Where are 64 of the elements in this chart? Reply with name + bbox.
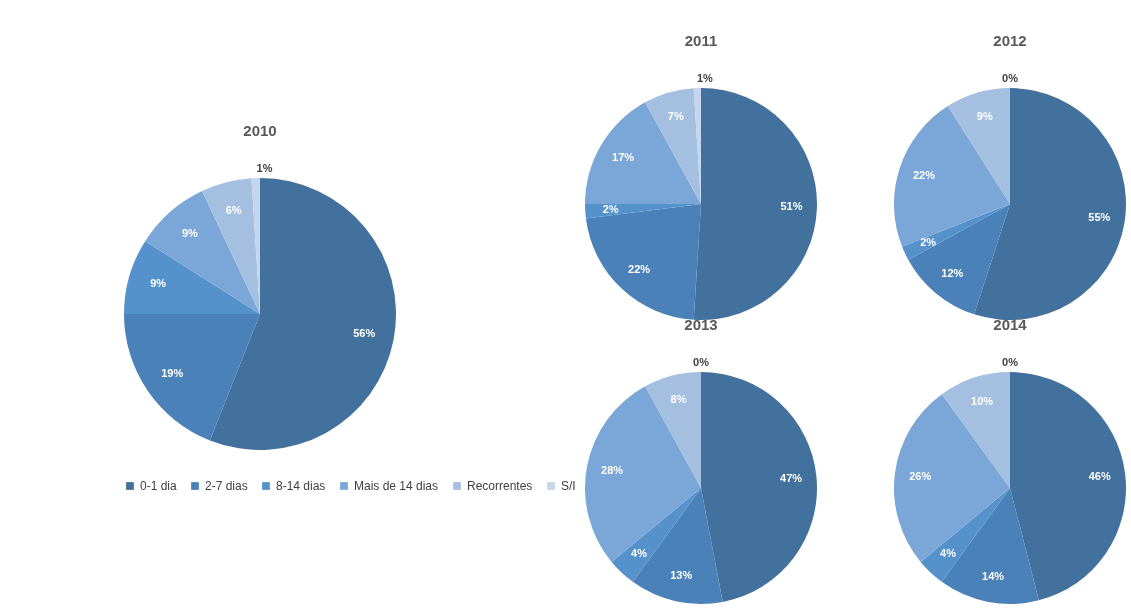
pie-slice xyxy=(611,488,701,582)
data-label: 12% xyxy=(941,266,964,279)
data-label: 46% xyxy=(1088,469,1111,482)
pie-slice xyxy=(202,178,260,314)
pie-slice xyxy=(920,488,1010,582)
chart-title: 2013 xyxy=(684,316,718,333)
pie-slice xyxy=(585,386,701,562)
data-label: 1% xyxy=(256,162,273,175)
data-label: 22% xyxy=(628,262,651,275)
pie-slice xyxy=(145,190,260,314)
data-label: 14% xyxy=(982,569,1005,582)
data-label: 13% xyxy=(670,569,693,582)
pie-slice xyxy=(645,88,701,204)
text: 0% xyxy=(1002,356,1018,368)
chart-title: 2011 xyxy=(684,32,718,50)
chart-title: 2012 xyxy=(993,32,1027,49)
pie-slice xyxy=(645,372,701,488)
data-label: 47% xyxy=(780,472,803,485)
pie-slice xyxy=(941,488,1039,604)
legend-label: 2-7 dias xyxy=(205,479,248,493)
data-label: 6% xyxy=(225,204,242,217)
chart-title: 2010 xyxy=(243,122,277,140)
data-label: 28% xyxy=(601,464,624,477)
data-label: 26% xyxy=(909,469,932,482)
pie-slice xyxy=(701,372,817,602)
legend-label: 8-14 dias xyxy=(276,479,326,493)
data-label: 9% xyxy=(181,227,199,240)
data-label: 2% xyxy=(920,235,937,248)
data-label: 55% xyxy=(1088,211,1111,224)
pie-slice xyxy=(124,314,260,441)
pie-slice xyxy=(209,178,396,450)
data-label: 10% xyxy=(971,394,994,407)
chart-title: 2014 xyxy=(993,316,1028,333)
data-label: 4% xyxy=(940,546,957,559)
data-label: 9% xyxy=(150,277,167,290)
data-label: 9% xyxy=(976,110,993,123)
data-label: 4% xyxy=(631,546,648,559)
legend-label: S/I xyxy=(561,479,576,493)
pie-slice xyxy=(632,488,723,604)
data-label: 51% xyxy=(780,199,803,212)
pie-slice xyxy=(941,372,1010,488)
data-label: 7% xyxy=(667,110,684,123)
pie-slice xyxy=(585,102,701,204)
data-label: 1% xyxy=(696,72,714,85)
legend-label: Mais de 14 dias xyxy=(354,479,439,493)
data-label: 8% xyxy=(670,393,687,406)
data-label: 19% xyxy=(161,366,184,379)
data-label: 56% xyxy=(353,326,376,339)
pie-slice xyxy=(908,204,1010,315)
pie-slice xyxy=(585,204,701,320)
text: 0% xyxy=(693,356,709,368)
pie-slice xyxy=(693,88,817,320)
pie-slice xyxy=(974,88,1126,320)
pie-slice xyxy=(894,106,1010,247)
pie-slice xyxy=(1010,372,1126,601)
legend-label: Recorrentes xyxy=(467,479,533,493)
data-label: 17% xyxy=(612,150,635,163)
text: 0% xyxy=(1002,72,1018,84)
pie-slice xyxy=(124,241,260,314)
pie-slice xyxy=(947,88,1010,204)
data-label: 22% xyxy=(912,169,936,182)
data-label: 2% xyxy=(602,202,619,215)
legend-label: 0-1 dia xyxy=(140,479,178,493)
pie-slice xyxy=(894,394,1010,562)
